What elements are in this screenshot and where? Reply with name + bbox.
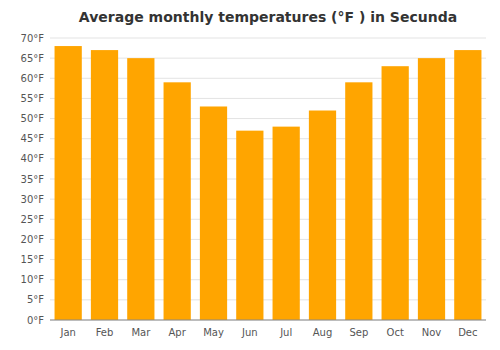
y-tick-label: 15°F (21, 254, 45, 265)
y-tick-label: 60°F (21, 73, 45, 84)
chart-svg: Average monthly temperatures (°F ) in Se… (0, 0, 500, 350)
grid-line (50, 320, 486, 321)
y-tick-label: 40°F (21, 153, 45, 164)
x-tick-label: Aug (313, 327, 333, 338)
chart-title: Average monthly temperatures (°F ) in Se… (79, 9, 457, 25)
bar (454, 50, 481, 320)
chart-container: Average monthly temperatures (°F ) in Se… (0, 0, 500, 350)
bar (127, 58, 154, 320)
bar (236, 131, 263, 320)
y-tick-label: 20°F (21, 234, 45, 245)
y-tick-label: 25°F (21, 214, 45, 225)
x-tick-label: Mar (131, 327, 151, 338)
y-tick-label: 30°F (21, 194, 45, 205)
x-tick-label: Jan (59, 327, 75, 338)
y-tick-label: 10°F (21, 274, 45, 285)
bar (91, 50, 118, 320)
grid-line (50, 38, 486, 39)
y-tick-label: 35°F (21, 174, 45, 185)
x-tick-label: Apr (169, 327, 187, 338)
bar (418, 58, 445, 320)
y-tick-label: 5°F (27, 294, 44, 305)
bar (164, 82, 191, 320)
x-tick-label: Jul (279, 327, 292, 338)
bar (273, 127, 300, 320)
bars (55, 46, 482, 320)
x-tick-label: Jun (241, 327, 258, 338)
bar (200, 106, 227, 320)
bar (309, 111, 336, 320)
bar (55, 46, 82, 320)
x-tick-label: Feb (96, 327, 114, 338)
bar (345, 82, 372, 320)
y-tick-label: 0°F (27, 315, 44, 326)
x-tick-label: May (203, 327, 224, 338)
x-tick-label: Sep (349, 327, 368, 338)
x-tick-label: Nov (422, 327, 442, 338)
x-tick-label: Oct (387, 327, 404, 338)
y-tick-label: 55°F (21, 93, 45, 104)
x-tick-label: Dec (458, 327, 477, 338)
y-tick-label: 65°F (21, 53, 45, 64)
x-axis-line (50, 320, 486, 321)
y-tick-label: 50°F (21, 113, 45, 124)
bar (382, 66, 409, 320)
y-tick-label: 70°F (21, 33, 45, 44)
y-tick-label: 45°F (21, 133, 45, 144)
grid (50, 38, 486, 320)
